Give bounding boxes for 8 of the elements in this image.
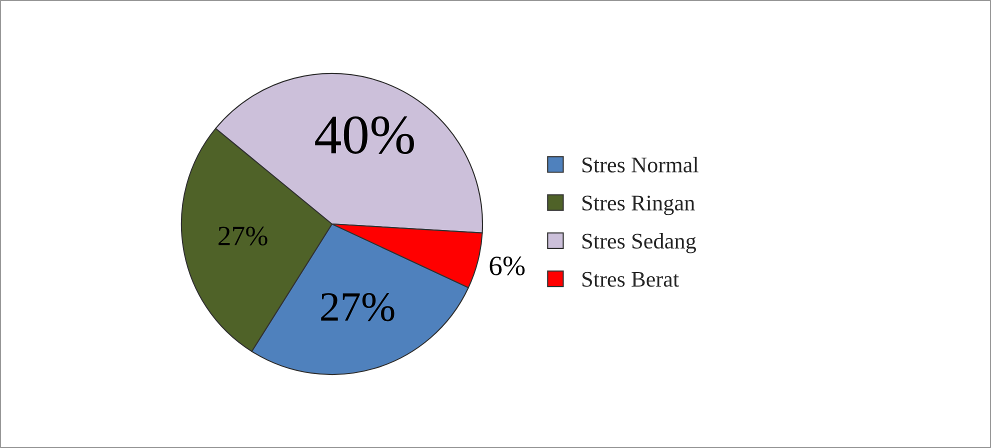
legend-label: Stres Berat	[582, 272, 679, 287]
data-label: 27%	[218, 226, 268, 246]
data-label: 27%	[321, 292, 394, 322]
legend-label: Stres Normal	[582, 156, 698, 172]
legend-label: Stres Ringan	[582, 196, 695, 216]
legend-label: Stres Sedang	[582, 233, 696, 254]
data-label: 6%	[490, 256, 525, 276]
data-label: 40%	[315, 116, 414, 154]
